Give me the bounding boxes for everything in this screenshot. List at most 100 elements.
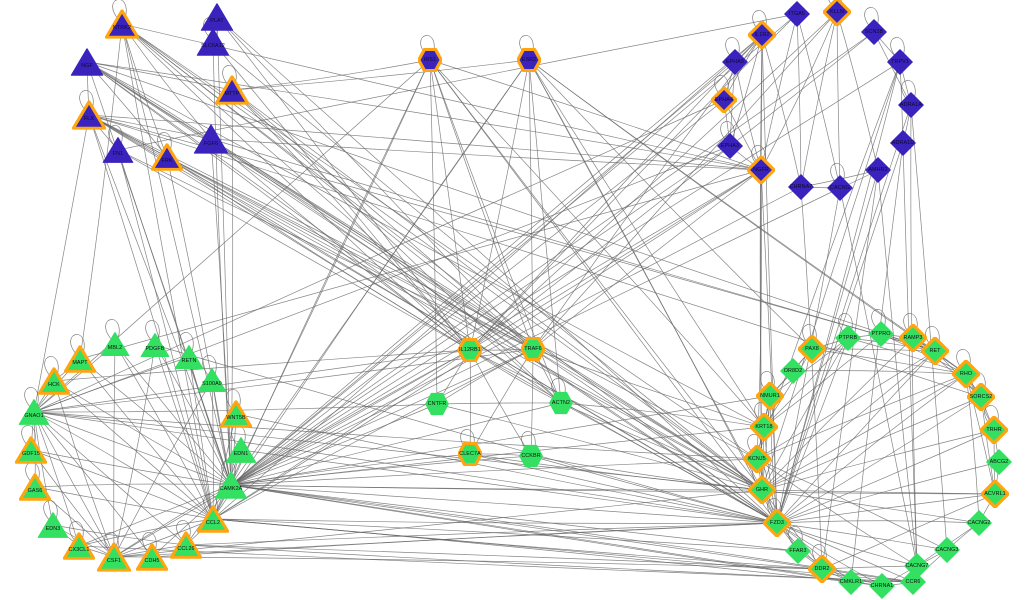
graph-node-abcg2[interactable]: ABCG2 bbox=[986, 449, 1012, 475]
graph-node-slc6a12[interactable]: SLC6A12 bbox=[196, 27, 230, 57]
graph-node-or8d2[interactable]: OR8D2 bbox=[780, 358, 806, 384]
edge bbox=[113, 343, 116, 558]
self-loop-edge bbox=[70, 334, 85, 356]
graph-node-cntfr[interactable]: CNTFR bbox=[425, 392, 449, 416]
graph-node-gas6[interactable]: GAS6 bbox=[19, 473, 51, 501]
edge bbox=[216, 16, 471, 351]
graph-node-ngfr[interactable]: NGFR bbox=[747, 156, 775, 184]
graph-node-ccl2[interactable]: CCL2 bbox=[197, 505, 229, 533]
graph-node-epha4[interactable]: EPHA4 bbox=[711, 87, 737, 113]
edge bbox=[86, 61, 212, 140]
graph-node-cckbr[interactable]: CCKBR bbox=[519, 444, 543, 468]
graph-node-gdf15[interactable]: GDF15 bbox=[15, 436, 47, 464]
graph-node-esr2[interactable]: ESR2 bbox=[517, 48, 541, 72]
graph-node-gnao1[interactable]: GNAO1 bbox=[18, 398, 50, 426]
edge bbox=[776, 522, 918, 567]
graph-node-irs1[interactable]: IRS1 bbox=[418, 48, 442, 72]
graph-node-ddr2[interactable]: DDR2 bbox=[808, 555, 836, 583]
graph-node-hck[interactable]: HCK bbox=[38, 367, 70, 395]
graph-node-s100a9[interactable]: S100A9 bbox=[197, 367, 227, 393]
self-loop-edge bbox=[157, 132, 172, 154]
edge bbox=[761, 337, 914, 491]
graph-node-clec7a[interactable]: CLEC7A bbox=[458, 442, 482, 466]
graph-node-sorcs2[interactable]: SORCS2 bbox=[967, 383, 995, 411]
edge bbox=[230, 34, 763, 486]
edge bbox=[33, 411, 763, 491]
graph-node-ptprb[interactable]: PTPRB bbox=[835, 325, 861, 351]
graph-node-cacng3[interactable]: CACNG3 bbox=[934, 537, 960, 563]
edge bbox=[117, 149, 214, 520]
graph-node-ret[interactable]: RET bbox=[921, 337, 949, 365]
graph-node-adra1d[interactable]: ADRA1D bbox=[890, 130, 916, 156]
self-loop-edge bbox=[551, 378, 566, 400]
graph-node-mttp[interactable]: MTTP bbox=[215, 75, 249, 105]
edge bbox=[88, 114, 212, 140]
graph-node-il1r2[interactable]: IL1R2 bbox=[748, 21, 776, 49]
edge bbox=[761, 350, 936, 491]
edge bbox=[902, 142, 918, 567]
graph-node-mbl2[interactable]: MBL2 bbox=[100, 331, 130, 357]
graph-node-nmur1[interactable]: NMUR1 bbox=[756, 382, 784, 410]
graph-node-actn2[interactable]: ACTN2 bbox=[549, 391, 573, 415]
graph-node-chrna1[interactable]: CHRNA1 bbox=[869, 573, 895, 599]
graph-node-fgf6[interactable]: FGF6 bbox=[193, 123, 229, 155]
graph-node-csf1[interactable]: CSF1 bbox=[97, 542, 131, 572]
graph-node-fn1[interactable]: FN1 bbox=[102, 136, 134, 164]
graph-node-cacng2[interactable]: CACNG2 bbox=[966, 510, 992, 536]
edge bbox=[230, 348, 534, 486]
edge bbox=[212, 41, 471, 351]
graph-node-fzd3[interactable]: FZD3 bbox=[763, 509, 791, 537]
edge bbox=[230, 484, 778, 524]
edge bbox=[86, 61, 763, 491]
graph-node-epha5[interactable]: EPHA5 bbox=[722, 49, 748, 75]
edge bbox=[776, 142, 904, 524]
graph-node-epha3[interactable]: EPHA3 bbox=[717, 133, 743, 159]
edge bbox=[532, 348, 778, 524]
graph-node-pdgfb[interactable]: PDGFB bbox=[140, 332, 170, 358]
graph-node-amhr2[interactable]: AMHR2 bbox=[865, 157, 891, 183]
edge bbox=[532, 11, 838, 350]
graph-node-trhr[interactable]: TRHR bbox=[980, 416, 1008, 444]
self-loop-edge bbox=[901, 80, 916, 102]
edge bbox=[212, 518, 823, 570]
self-loop-edge bbox=[108, 125, 123, 147]
graph-node-wnt5b[interactable]: WNT5B bbox=[220, 400, 252, 428]
edge bbox=[761, 61, 901, 491]
edge bbox=[429, 59, 763, 491]
edge bbox=[776, 522, 914, 583]
graph-node-trpv1[interactable]: TRPV1 bbox=[887, 49, 913, 75]
self-loop-edge bbox=[105, 319, 120, 341]
edge bbox=[776, 350, 936, 524]
graph-node-chrna7[interactable]: CHRNA7 bbox=[788, 174, 814, 200]
graph-node-cx3cl1[interactable]: CX3CL1 bbox=[63, 532, 95, 560]
graph-node-edn1[interactable]: EDN1 bbox=[225, 436, 257, 464]
graph-node-cdh5[interactable]: CDH5 bbox=[136, 543, 168, 571]
graph-node-frk[interactable]: FRK bbox=[151, 143, 183, 171]
graph-node-ccr6[interactable]: CCR6 bbox=[900, 569, 926, 595]
graph-node-ghr[interactable]: GHR bbox=[748, 476, 776, 504]
graph-node-acvrl1[interactable]: ACVRL1 bbox=[981, 480, 1009, 508]
graph-node-il12rb1[interactable]: IL12RB1 bbox=[458, 338, 482, 362]
edge bbox=[230, 426, 765, 486]
graph-node-adra1a[interactable]: ADRA1A bbox=[898, 92, 924, 118]
edge bbox=[230, 31, 875, 486]
graph-node-camk2a[interactable]: CAMK2A bbox=[214, 470, 248, 500]
edge bbox=[965, 373, 980, 524]
graph-node-cacng[interactable]: CACNG bbox=[827, 175, 853, 201]
graph-node-cmklr1[interactable]: CMKLR1 bbox=[838, 569, 864, 595]
graph-node-klln[interactable]: KLLN bbox=[823, 0, 851, 26]
graph-node-ntrk2[interactable]: NTRK2 bbox=[105, 9, 139, 39]
graph-node-traf6[interactable]: TRAF6 bbox=[521, 337, 545, 361]
graph-node-ngf[interactable]: NGF bbox=[70, 47, 104, 77]
self-loop-edge bbox=[751, 145, 766, 167]
graph-node-scn3b[interactable]: SCN3B bbox=[861, 19, 887, 45]
graph-node-ptpro[interactable]: PTPRO bbox=[868, 321, 894, 347]
graph-node-krt18[interactable]: KRT18 bbox=[750, 413, 778, 441]
graph-node-kcnj5[interactable]: KCNJ5 bbox=[743, 445, 771, 473]
edge bbox=[166, 156, 471, 351]
graph-node-itga5[interactable]: ITGA5 bbox=[784, 1, 810, 27]
graph-node-flx[interactable]: FLX bbox=[72, 100, 106, 130]
edge bbox=[436, 402, 562, 405]
graph-node-ccl26[interactable]: CCL26 bbox=[170, 531, 202, 559]
